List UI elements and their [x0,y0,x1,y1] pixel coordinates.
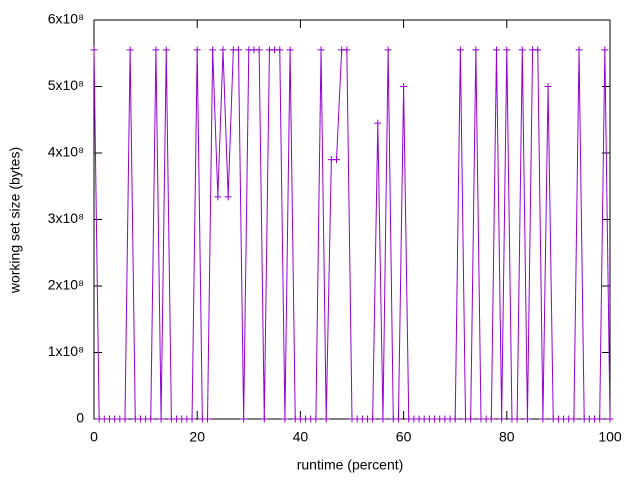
point-marker [400,83,408,90]
point-marker [157,415,165,423]
point-marker [523,415,531,423]
point-marker [384,46,392,54]
point-marker [240,415,248,423]
point-marker [394,415,402,423]
y-tick-label: 3x10⁸ [48,210,84,226]
point-marker [204,415,212,423]
point-marker [255,46,263,54]
point-marker [193,46,201,54]
point-marker [498,415,506,423]
point-marker [281,415,289,423]
point-marker [534,46,542,54]
x-tick-label: 80 [499,429,515,445]
point-marker [147,415,155,423]
point-marker [456,46,464,54]
point-marker [544,83,552,90]
point-marker [451,415,459,423]
point-marker [121,415,129,423]
point-marker [472,46,480,54]
series-line [93,49,611,420]
point-marker [467,415,475,423]
x-tick-label: 20 [189,429,205,445]
y-tick-label: 2x10⁸ [48,277,84,293]
point-marker [188,415,196,423]
x-tick-label: 40 [293,429,309,445]
point-marker [317,46,325,54]
point-marker [214,193,222,201]
point-marker [276,46,284,54]
x-tick-label: 100 [598,429,622,445]
y-tick-label: 6x10⁸ [48,11,84,27]
x-tick-label: 0 [90,429,98,445]
point-marker [379,415,387,423]
point-marker [503,46,511,54]
point-marker [343,46,351,54]
point-marker [539,415,547,423]
y-axis-label: working set size (bytes) [7,147,23,294]
point-marker [322,415,330,423]
point-marker [492,46,500,54]
point-marker [606,415,614,423]
point-marker [234,46,242,54]
point-marker [518,46,526,54]
point-marker [575,46,583,54]
point-marker [374,119,382,127]
point-marker [333,156,341,164]
point-marker [487,415,495,423]
point-marker [570,415,578,423]
point-marker [209,46,217,54]
point-marker [513,415,521,423]
x-tick-label: 60 [396,429,412,445]
point-marker [260,415,268,423]
x-axis-label: runtime (percent) [297,457,404,473]
point-marker [152,46,160,54]
point-marker [126,46,134,54]
point-marker [224,193,232,201]
point-marker [162,46,170,54]
point-marker [596,415,604,423]
point-marker [369,415,377,423]
y-tick-label: 0 [76,410,84,426]
y-tick-label: 5x10⁸ [48,77,84,93]
point-marker [601,46,609,54]
point-marker [90,46,98,54]
y-tick-label: 4x10⁸ [48,144,84,160]
point-marker [219,46,227,54]
point-marker [286,46,294,54]
y-tick-label: 1x10⁸ [48,343,84,359]
point-marker [312,415,320,423]
